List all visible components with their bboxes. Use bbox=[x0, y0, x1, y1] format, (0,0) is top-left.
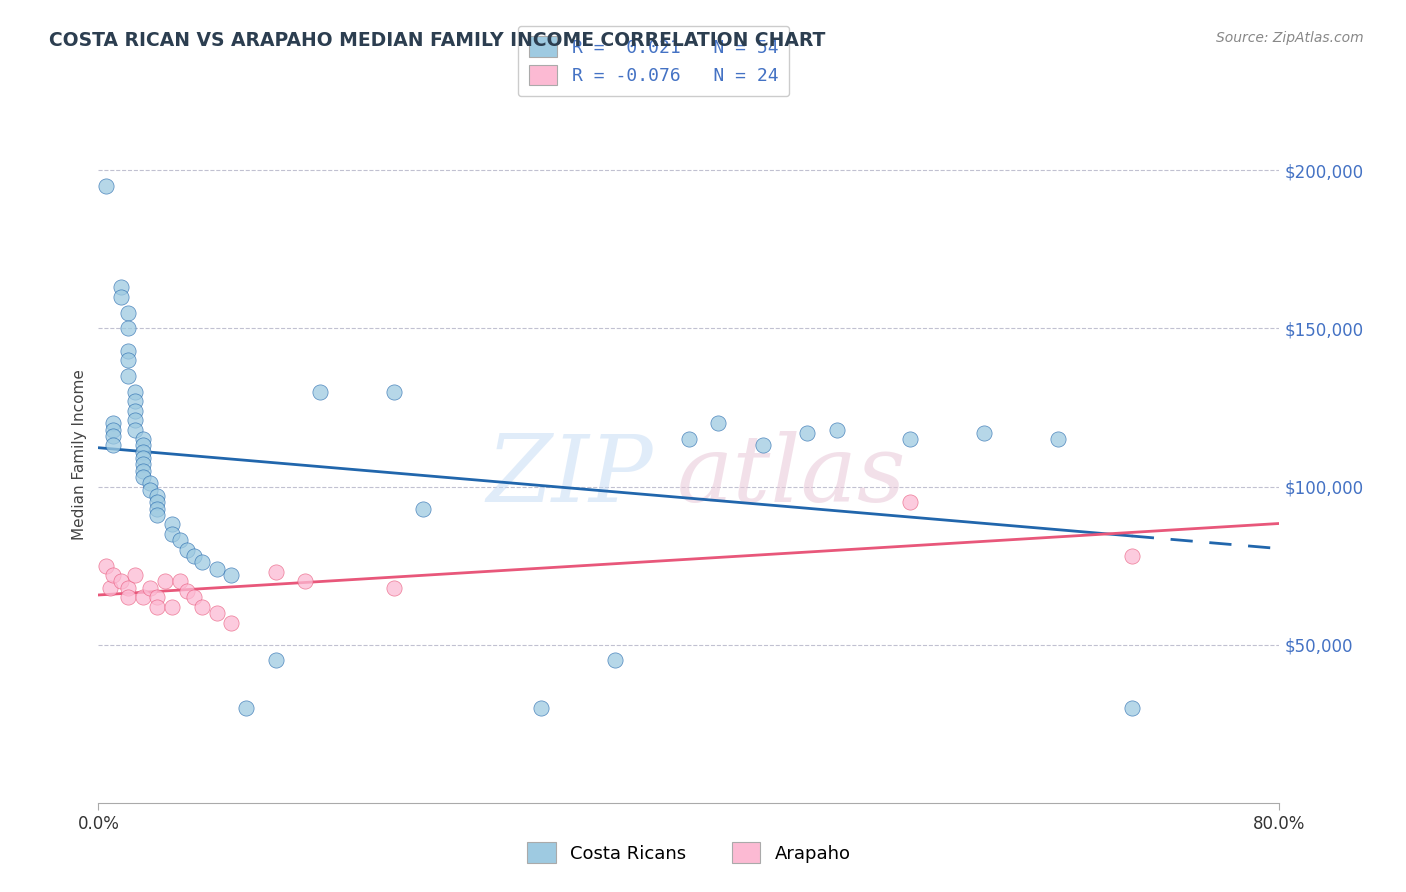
Point bbox=[146, 591, 169, 605]
Point bbox=[132, 444, 155, 458]
Point bbox=[176, 583, 198, 598]
Point bbox=[219, 568, 242, 582]
Point bbox=[162, 527, 183, 541]
Point bbox=[117, 305, 139, 319]
Point bbox=[309, 384, 332, 399]
Point bbox=[219, 615, 242, 630]
Point bbox=[707, 417, 730, 431]
Point bbox=[900, 495, 922, 509]
Point bbox=[103, 429, 125, 443]
Point bbox=[117, 581, 139, 595]
Point bbox=[205, 606, 228, 620]
Point bbox=[183, 591, 205, 605]
Point bbox=[973, 425, 995, 440]
Point bbox=[124, 568, 146, 582]
Point bbox=[117, 353, 139, 368]
Point bbox=[264, 565, 287, 579]
Y-axis label: Median Family Income: Median Family Income bbox=[72, 369, 87, 541]
Point bbox=[530, 701, 553, 715]
Point bbox=[900, 432, 922, 446]
Point bbox=[169, 574, 191, 589]
Point bbox=[605, 653, 627, 667]
Point bbox=[139, 476, 162, 491]
Point bbox=[382, 581, 405, 595]
Point bbox=[294, 574, 316, 589]
Point bbox=[117, 368, 139, 383]
Point bbox=[132, 432, 155, 446]
Point bbox=[264, 653, 287, 667]
Point bbox=[162, 599, 183, 614]
Point bbox=[751, 438, 773, 452]
Point bbox=[169, 533, 191, 548]
Point bbox=[796, 425, 818, 440]
Point bbox=[146, 495, 169, 509]
Point bbox=[825, 423, 848, 437]
Point bbox=[103, 438, 125, 452]
Point bbox=[183, 549, 205, 563]
Point bbox=[98, 581, 121, 595]
Point bbox=[117, 321, 139, 335]
Point bbox=[94, 179, 117, 194]
Point bbox=[146, 599, 169, 614]
Point bbox=[205, 562, 228, 576]
Text: ZIP: ZIP bbox=[486, 431, 654, 521]
Point bbox=[146, 489, 169, 503]
Point bbox=[382, 384, 405, 399]
Point bbox=[153, 574, 176, 589]
Point bbox=[132, 438, 155, 452]
Text: COSTA RICAN VS ARAPAHO MEDIAN FAMILY INCOME CORRELATION CHART: COSTA RICAN VS ARAPAHO MEDIAN FAMILY INC… bbox=[49, 31, 825, 50]
Point bbox=[678, 432, 700, 446]
Point bbox=[412, 501, 434, 516]
Point bbox=[117, 343, 139, 358]
Point bbox=[146, 501, 169, 516]
Point bbox=[1121, 549, 1143, 563]
Point bbox=[132, 458, 155, 472]
Point bbox=[132, 451, 155, 466]
Point bbox=[132, 591, 155, 605]
Point bbox=[103, 423, 125, 437]
Point bbox=[139, 581, 162, 595]
Point bbox=[103, 417, 125, 431]
Point bbox=[124, 413, 146, 427]
Point bbox=[110, 574, 132, 589]
Point bbox=[132, 464, 155, 478]
Legend: Costa Ricans, Arapaho: Costa Ricans, Arapaho bbox=[516, 831, 862, 874]
Point bbox=[162, 517, 183, 532]
Point bbox=[139, 483, 162, 497]
Point bbox=[176, 542, 198, 557]
Text: atlas: atlas bbox=[678, 431, 907, 521]
Point bbox=[1121, 701, 1143, 715]
Point bbox=[110, 280, 132, 294]
Point bbox=[124, 394, 146, 409]
Text: Source: ZipAtlas.com: Source: ZipAtlas.com bbox=[1216, 31, 1364, 45]
Point bbox=[132, 470, 155, 484]
Point bbox=[191, 556, 214, 570]
Point bbox=[103, 568, 125, 582]
Point bbox=[235, 701, 257, 715]
Point bbox=[124, 384, 146, 399]
Point bbox=[124, 423, 146, 437]
Point bbox=[191, 599, 214, 614]
Point bbox=[94, 558, 117, 573]
Point bbox=[1046, 432, 1069, 446]
Point bbox=[117, 591, 139, 605]
Point bbox=[124, 403, 146, 417]
Point bbox=[110, 290, 132, 304]
Point bbox=[146, 508, 169, 522]
